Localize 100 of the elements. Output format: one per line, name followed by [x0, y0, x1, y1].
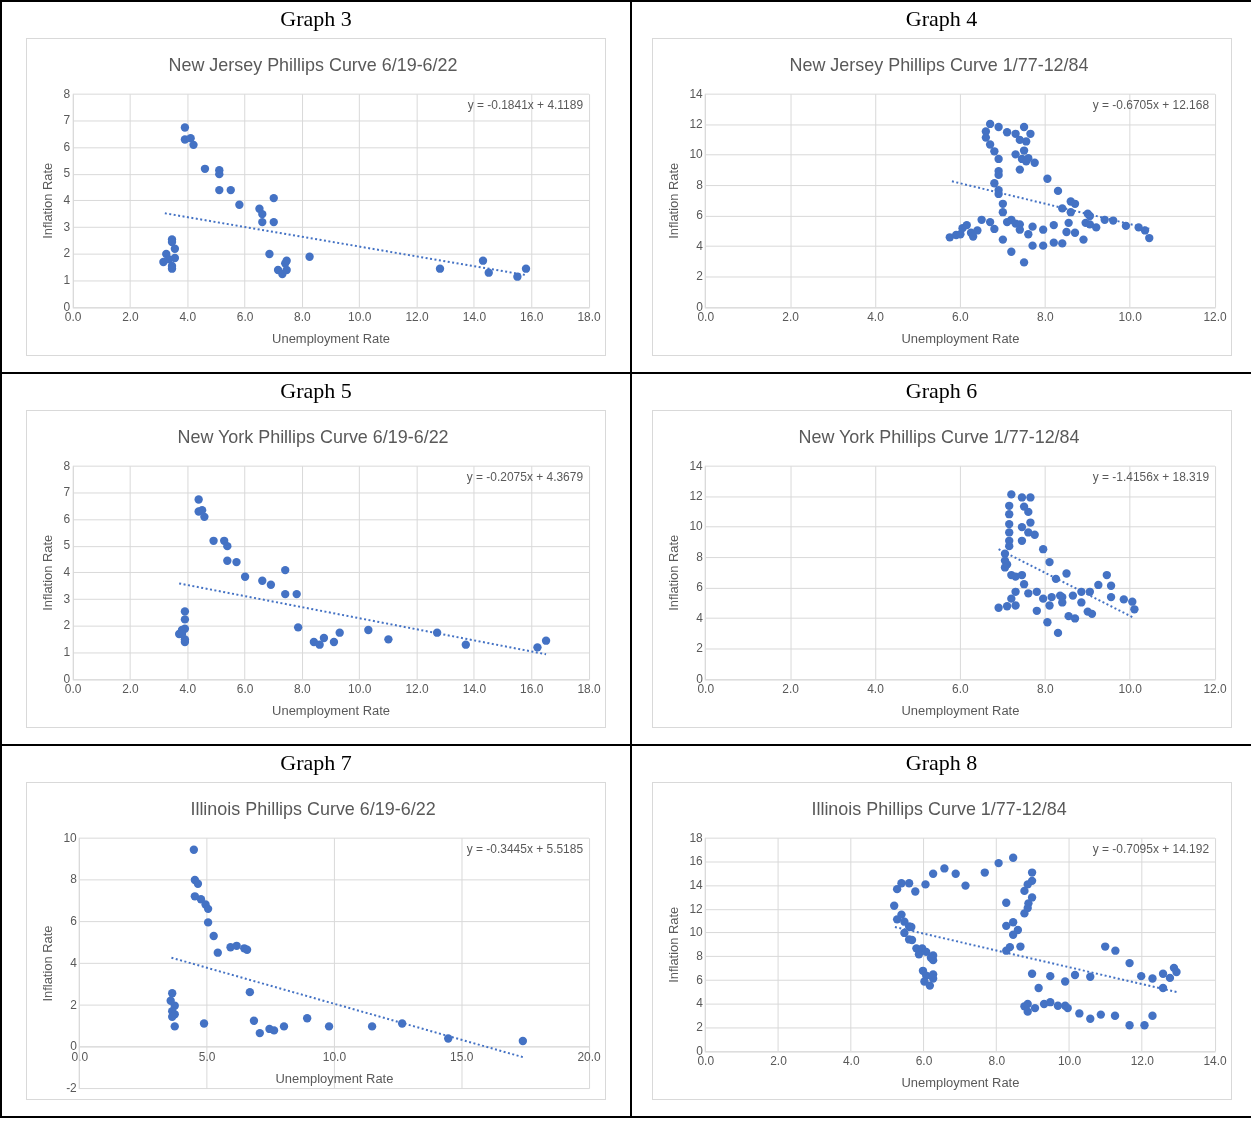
point [235, 200, 244, 209]
point [478, 256, 488, 265]
x-tick-label: 10.0 [1118, 681, 1142, 696]
caption: Graph 3 [279, 6, 353, 33]
y-tick-label: 4 [695, 238, 703, 253]
point [1119, 595, 1128, 604]
point [1004, 510, 1013, 519]
point [1025, 493, 1035, 502]
y-axis-title: Inflation Rate [40, 534, 56, 611]
point [223, 541, 232, 551]
x-axis-title: Unemployment Rate [272, 330, 391, 346]
point [384, 635, 393, 644]
point [1044, 601, 1054, 610]
y-axis-title: Inflation Rate [665, 162, 681, 239]
point [190, 892, 200, 901]
x-tick-label: 8.0 [294, 309, 312, 324]
point [249, 1016, 259, 1025]
point [245, 988, 255, 997]
annotation: y = -0.7095x + 14.192 [1092, 842, 1209, 857]
y-tick-label: 6 [695, 972, 703, 987]
y-tick-label: 6 [70, 914, 78, 929]
x-axis-title: Unemployment Rate [900, 1074, 1019, 1090]
x-tick-label: 6.0 [236, 681, 254, 696]
point [521, 264, 531, 273]
point [1030, 530, 1039, 539]
point [170, 1022, 179, 1031]
x-tick-label: 8.0 [294, 681, 312, 696]
chart-title: New Jersey Phillips Curve 1/77-12/84 [789, 54, 1089, 75]
point [1019, 580, 1028, 589]
y-tick-label: 4 [695, 610, 703, 625]
x-tick-label: 12.0 [1130, 1053, 1154, 1068]
y-tick-label: 2 [63, 246, 71, 261]
point [1051, 574, 1060, 584]
point [180, 607, 190, 616]
point [194, 495, 203, 504]
y-tick-label: 18 [688, 830, 703, 845]
caption: Graph 8 [904, 750, 979, 777]
x-tick-label: 2.0 [781, 681, 799, 696]
chart-title: New York Phillips Curve 6/19-6/22 [177, 426, 449, 447]
point [315, 640, 324, 649]
point [1076, 598, 1086, 607]
chart-title: New York Phillips Curve 1/77-12/84 [797, 426, 1080, 447]
point [1106, 581, 1115, 590]
point [1085, 587, 1094, 596]
point [1046, 592, 1056, 602]
x-tick-label: 15.0 [450, 1049, 474, 1064]
x-tick-label: 14.0 [462, 309, 487, 324]
point [1006, 490, 1016, 499]
point [199, 1019, 209, 1028]
y-tick-label: 14 [688, 877, 703, 892]
point [1106, 592, 1115, 602]
point [305, 252, 314, 261]
y-tick-label: 10 [688, 925, 703, 940]
point [1038, 594, 1047, 603]
x-tick-label: 12.0 [1202, 681, 1227, 696]
x-tick-label: 16.0 [520, 681, 544, 696]
point [1002, 602, 1011, 611]
point [397, 1019, 407, 1028]
y-tick-label: 2 [63, 618, 71, 633]
y-tick-label: 2 [695, 641, 703, 656]
point [1004, 528, 1013, 537]
y-tick-label: 7 [63, 113, 71, 128]
y-tick-label: 2 [695, 1019, 703, 1034]
caption: Graph 5 [279, 378, 353, 405]
x-tick-label: 4.0 [179, 309, 197, 324]
point [1017, 493, 1026, 502]
point [1004, 501, 1013, 510]
y-tick-label: 4 [63, 193, 71, 208]
y-tick-label: 8 [695, 948, 703, 963]
point [518, 1036, 528, 1046]
point [213, 948, 222, 957]
point [513, 272, 522, 281]
x-tick-label: 4.0 [842, 1053, 860, 1068]
point [1032, 606, 1041, 615]
caption: Graph 6 [904, 378, 979, 405]
point [444, 1034, 453, 1043]
y-tick-label: 6 [695, 580, 703, 595]
point [266, 580, 276, 589]
x-tick-label: 12.0 [405, 309, 430, 324]
annotation: y = -1.4156x + 18.319 [1092, 470, 1209, 485]
x-tick-label: 8.0 [987, 1053, 1005, 1068]
point [279, 1022, 289, 1031]
point [226, 185, 235, 195]
x-tick-label: 14.0 [462, 681, 487, 696]
point [1017, 536, 1026, 545]
point [170, 244, 180, 253]
point [265, 249, 274, 259]
annotation: y = -0.1841x + 4.1189 [467, 98, 584, 113]
y-tick-label: 8 [63, 458, 71, 473]
x-tick-label: 10.0 [348, 309, 372, 324]
y-tick-label: 10 [688, 519, 703, 534]
point [1019, 502, 1028, 511]
y-tick-label: 3 [63, 219, 71, 234]
point [1025, 518, 1035, 527]
point [1068, 591, 1077, 600]
y-tick-label: 10 [63, 830, 78, 845]
point [319, 633, 329, 643]
point [435, 264, 445, 273]
y-tick-label: 10 [688, 147, 703, 162]
x-tick-label: 12.0 [1202, 309, 1227, 324]
